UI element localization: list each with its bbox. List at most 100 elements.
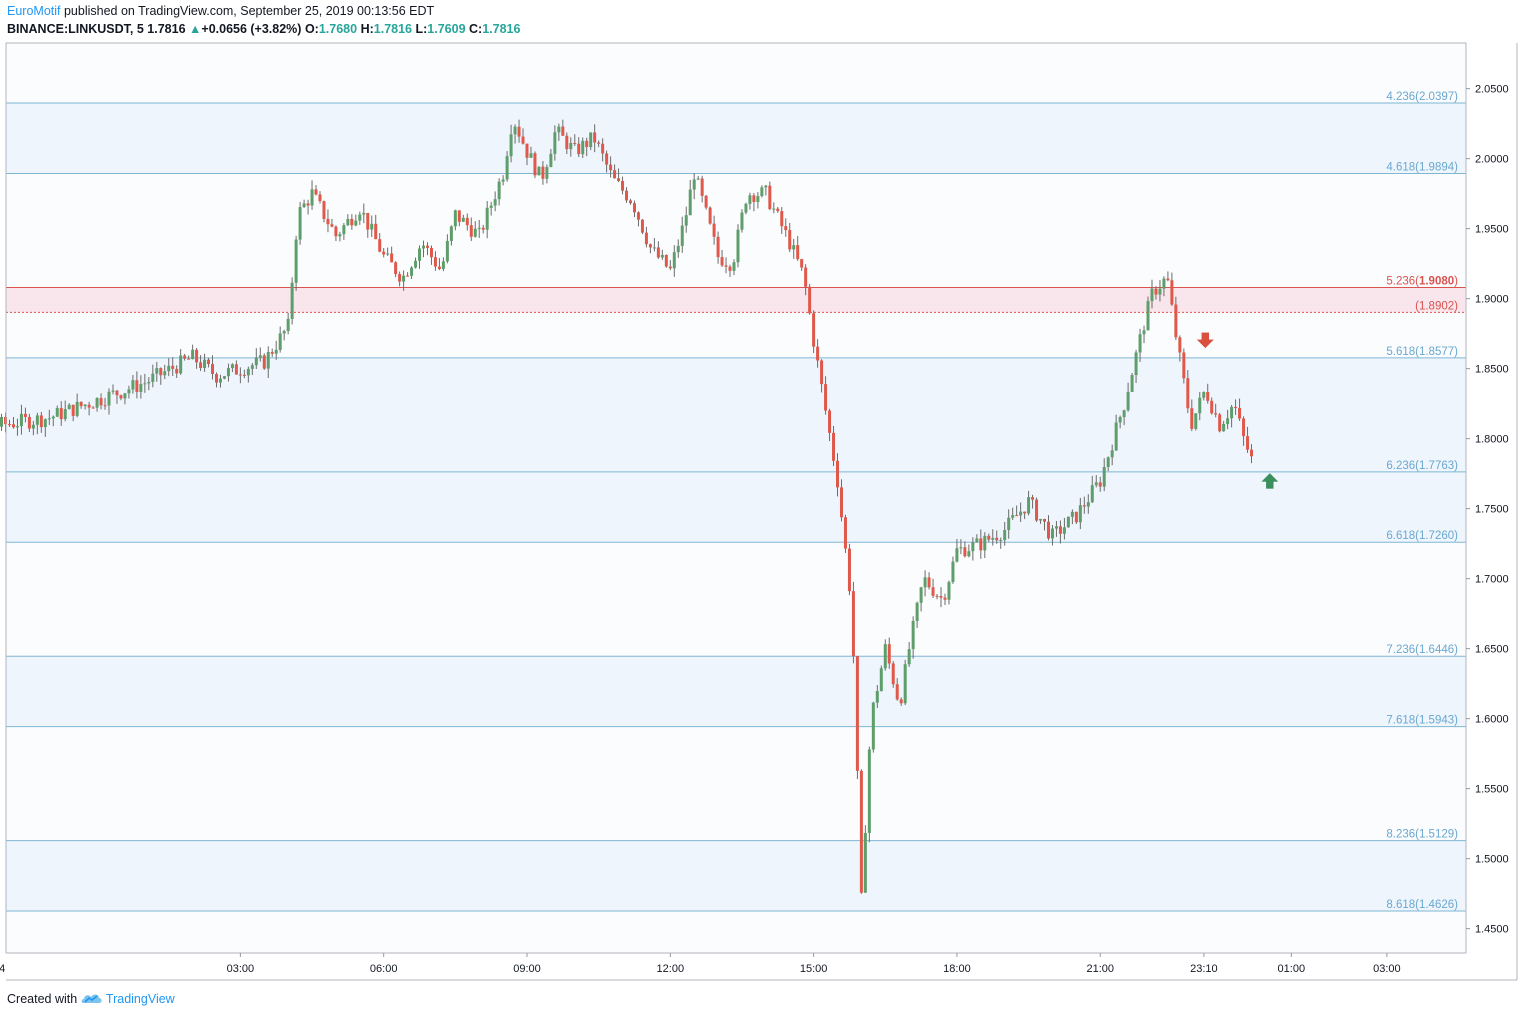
- fib-paren-close: ): [1454, 644, 1458, 656]
- publisher-name[interactable]: EuroMotif: [7, 4, 61, 18]
- candle-down: [1058, 526, 1062, 534]
- candle-up: [1226, 418, 1230, 425]
- candle-down: [91, 407, 95, 409]
- tradingview-brand[interactable]: TradingView: [105, 992, 175, 1006]
- fib-price: 1.9080: [1419, 275, 1454, 287]
- candle-down: [406, 275, 410, 277]
- price-axis[interactable]: 2.0500 2.0000 1.9500 1.9000 1.8500 1.8000 1.75…: [1466, 84, 1509, 936]
- candle-up: [461, 217, 465, 222]
- candle-down: [541, 166, 545, 179]
- candle-up: [1039, 518, 1043, 521]
- last-price: 1.7816: [147, 22, 186, 36]
- candle-up: [1130, 374, 1134, 392]
- candle-down: [704, 195, 708, 208]
- fib-zone: [6, 840, 1466, 911]
- candle-up: [294, 239, 298, 283]
- candle-down: [517, 126, 521, 137]
- candle-down: [625, 190, 629, 201]
- fib-paren-close: ): [1454, 829, 1458, 841]
- arrow-down-icon: [1195, 332, 1215, 349]
- fib-price: 1.4626: [1419, 899, 1454, 911]
- fib-paren-close: ): [1454, 530, 1458, 542]
- candle-down: [796, 245, 800, 260]
- candle-up: [254, 357, 258, 366]
- candle-down: [824, 384, 828, 411]
- fib-zones: [6, 43, 1466, 953]
- candle-down: [943, 597, 947, 600]
- fib-price: 1.6446: [1419, 644, 1454, 656]
- candle-up: [1158, 288, 1162, 295]
- candle-down: [712, 223, 716, 237]
- footer-credit: Created with TradingView: [7, 992, 175, 1006]
- candle-up: [55, 408, 59, 417]
- candle-up: [867, 749, 871, 833]
- candle-down: [79, 401, 83, 407]
- candle-up: [246, 368, 250, 376]
- candle-up: [1070, 511, 1074, 517]
- candle-up: [421, 245, 425, 249]
- candle-down: [1186, 378, 1190, 409]
- candle-up: [748, 195, 752, 204]
- created-with-text: Created with: [7, 992, 78, 1006]
- candles: [0, 119, 1254, 894]
- candle-down: [648, 244, 652, 248]
- candle-up: [43, 419, 47, 428]
- fib-price: 1.7260: [1419, 530, 1454, 542]
- candle-down: [700, 178, 704, 196]
- candle-down: [812, 313, 816, 347]
- candle-up: [971, 542, 975, 552]
- candle-down: [800, 259, 804, 268]
- candle-down: [306, 203, 310, 206]
- candle-up: [35, 415, 39, 425]
- candle-down: [832, 432, 836, 461]
- candle-down: [171, 365, 175, 369]
- candle-down: [963, 547, 967, 557]
- candle-down: [609, 164, 613, 171]
- candle-up: [489, 205, 493, 208]
- candle-down: [39, 415, 43, 428]
- time-tick-label: 03:00: [227, 963, 255, 975]
- fib-ratio: 5.618(: [1386, 346, 1419, 358]
- candle-up: [947, 582, 951, 600]
- candle-up: [509, 134, 513, 157]
- time-axis[interactable]: 24 03:00 06:00 09:00 12:00 15:00 18:00 21:00 23:…: [0, 953, 1401, 975]
- fib-paren-close: ): [1454, 91, 1458, 103]
- candle-up: [1150, 288, 1154, 302]
- candle-up: [274, 349, 278, 354]
- candle-down: [103, 405, 107, 407]
- candle-up: [47, 418, 51, 420]
- candle-down: [119, 395, 123, 399]
- candle-down: [425, 245, 429, 248]
- candle-up: [402, 275, 406, 282]
- candle-up: [203, 359, 207, 368]
- candle-down: [1170, 280, 1174, 305]
- candle-down: [187, 358, 191, 360]
- candle-up: [1146, 301, 1150, 331]
- fib-level-label: 4.618(1.9894): [1386, 161, 1458, 173]
- candle-down: [366, 212, 370, 230]
- time-tick-label: 18:00: [943, 963, 971, 975]
- candle-up: [863, 832, 867, 893]
- candle-up: [19, 413, 23, 427]
- fib-lines: [6, 102, 1466, 912]
- price-tick-label: 2.0000: [1475, 154, 1509, 166]
- candle-up: [449, 226, 453, 242]
- candle-down: [935, 595, 939, 597]
- fib-level-label: 7.236(1.6446): [1386, 644, 1458, 656]
- candle-up: [744, 203, 748, 213]
- time-tick-label: 21:00: [1086, 963, 1114, 975]
- candle-up: [147, 381, 151, 384]
- candle-up: [250, 365, 254, 369]
- candle-down: [843, 517, 847, 549]
- candle-up: [163, 371, 167, 376]
- candle-down: [1190, 408, 1194, 429]
- candle-up: [557, 126, 561, 133]
- candle-down: [1031, 497, 1035, 500]
- candle-down: [1015, 515, 1019, 517]
- fib-paren-close: ): [1454, 346, 1458, 358]
- candle-down: [804, 267, 808, 287]
- candle-up: [310, 189, 314, 206]
- candle-up: [915, 602, 919, 621]
- candle-up: [386, 253, 390, 255]
